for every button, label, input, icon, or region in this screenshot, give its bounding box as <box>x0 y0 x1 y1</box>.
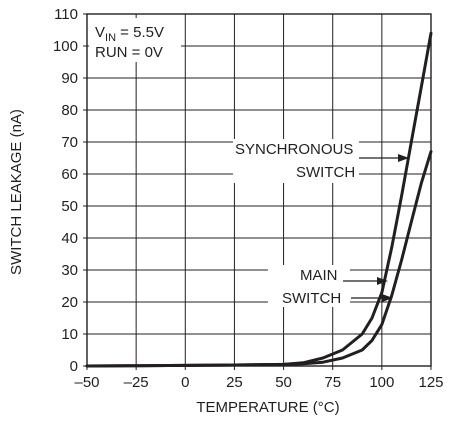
x-tick-label: 100 <box>369 374 394 391</box>
y-tick-label: 60 <box>61 166 78 183</box>
y-axis-title: SWITCH LEAKAGE (nA) <box>8 109 25 275</box>
main-arrow-head <box>377 277 388 285</box>
sync-label-box <box>233 139 359 183</box>
series-line-main-switch <box>85 150 433 368</box>
series-label-main-line1: MAIN <box>300 267 338 284</box>
y-tick-label: 20 <box>61 294 78 311</box>
x-tick-label: 125 <box>418 374 443 391</box>
x-tick-label: 50 <box>275 374 292 391</box>
y-tick-label: 80 <box>61 102 78 119</box>
conditions-box <box>89 18 181 62</box>
y-tick-label: 70 <box>61 134 78 151</box>
x-tick-label: –50 <box>74 374 99 391</box>
x-tick-label: 0 <box>181 374 189 391</box>
y-tick-label: 90 <box>61 70 78 87</box>
series-line-synchronous-switch <box>85 31 433 368</box>
y-tick-label: 40 <box>61 230 78 247</box>
series <box>85 31 433 368</box>
x-tick-label: 25 <box>226 374 243 391</box>
series-label-sync-line1: SYNCHRONOUS <box>235 141 353 158</box>
grid <box>87 14 431 366</box>
tick-marks <box>83 13 432 370</box>
conditions-run: RUN = 0V <box>95 44 163 61</box>
x-axis-title: TEMPERATURE (°C) <box>196 399 339 416</box>
y-tick-label: 110 <box>54 6 78 23</box>
y-tick-label: 100 <box>53 38 78 55</box>
series-label-main-line2: SWITCH <box>282 290 341 307</box>
series-label-sync-line2: SWITCH <box>296 164 355 181</box>
x-tick-label: 75 <box>324 374 341 391</box>
y-tick-label: 30 <box>61 262 78 279</box>
tick-labels: –50 –25 0 25 50 75 100 125 0 10 20 30 40 50 60 70 80 90 10… <box>53 6 444 391</box>
annotation-backgrounds <box>89 18 359 307</box>
main-label-box <box>268 265 350 307</box>
main-arrow-head-2 <box>382 294 393 302</box>
conditions-vin: VIN = 5.5V <box>95 24 164 44</box>
y-tick-label: 0 <box>70 358 78 375</box>
x-tick-label: –25 <box>124 374 149 391</box>
plot-border <box>86 13 432 367</box>
plot-frame <box>86 13 432 367</box>
y-tick-label: 10 <box>61 326 78 343</box>
y-tick-label: 50 <box>61 198 78 215</box>
sync-arrow-head <box>398 154 409 162</box>
